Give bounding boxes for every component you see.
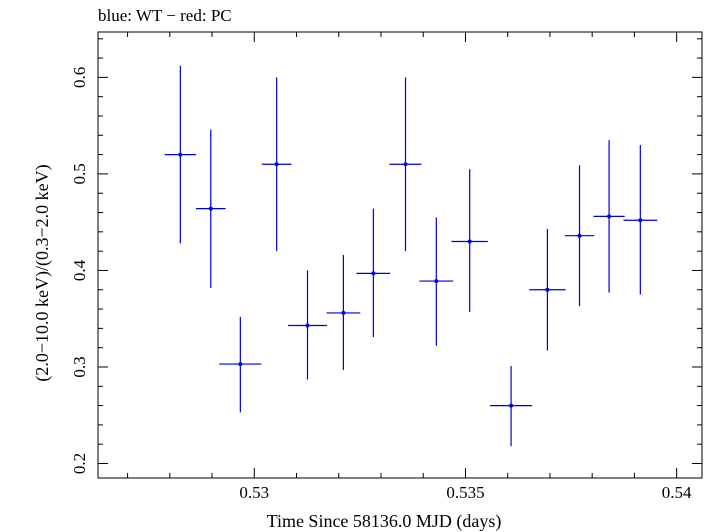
x-axis-label: Time Since 58136.0 MJD (days)	[267, 511, 502, 532]
y-tick-label: 0.2	[70, 453, 89, 474]
y-tick-label: 0.5	[70, 163, 89, 184]
y-axis: 0.2 0.3 0.4 0.5 0.6	[70, 38, 702, 474]
data-point	[164, 65, 196, 244]
point-marker	[371, 271, 376, 276]
point-marker	[274, 162, 279, 167]
plot-frame	[97, 31, 703, 479]
point-marker	[434, 279, 439, 284]
data-point	[356, 208, 391, 338]
data-point	[195, 129, 226, 288]
data-point	[419, 217, 454, 346]
y-tick-label: 0.4	[70, 259, 89, 281]
data-point	[593, 140, 625, 293]
data-point	[219, 316, 262, 413]
point-marker	[577, 233, 582, 238]
y-tick-label: 0.6	[70, 67, 89, 88]
y-axis-label: (2.0−10.0 keV)/(0.3−2.0 keV)	[32, 164, 53, 381]
point-marker	[545, 287, 550, 292]
data-point	[564, 165, 595, 307]
point-marker	[607, 214, 612, 219]
point-marker	[341, 310, 346, 315]
data-point	[489, 366, 533, 447]
data-point	[261, 77, 292, 252]
x-axis: 0.53 0.535 0.54	[127, 32, 692, 502]
point-marker	[208, 206, 213, 211]
data-point	[451, 169, 488, 312]
x-tick-label: 0.54	[662, 483, 692, 502]
chart-title: blue: WT − red: PC	[98, 6, 232, 25]
point-marker	[638, 218, 643, 223]
x-tick-label: 0.53	[239, 483, 269, 502]
point-marker	[403, 162, 408, 167]
x-tick-label: 0.535	[446, 483, 484, 502]
point-marker	[509, 403, 514, 408]
data-point	[623, 144, 658, 295]
point-marker	[238, 362, 243, 367]
point-marker	[178, 152, 183, 157]
point-marker	[305, 323, 310, 328]
point-marker	[467, 239, 472, 244]
y-tick-label: 0.3	[70, 356, 89, 377]
data-point	[529, 228, 566, 351]
data-points	[164, 65, 658, 447]
data-point	[326, 255, 361, 370]
data-point	[389, 77, 422, 252]
data-point	[288, 270, 327, 380]
